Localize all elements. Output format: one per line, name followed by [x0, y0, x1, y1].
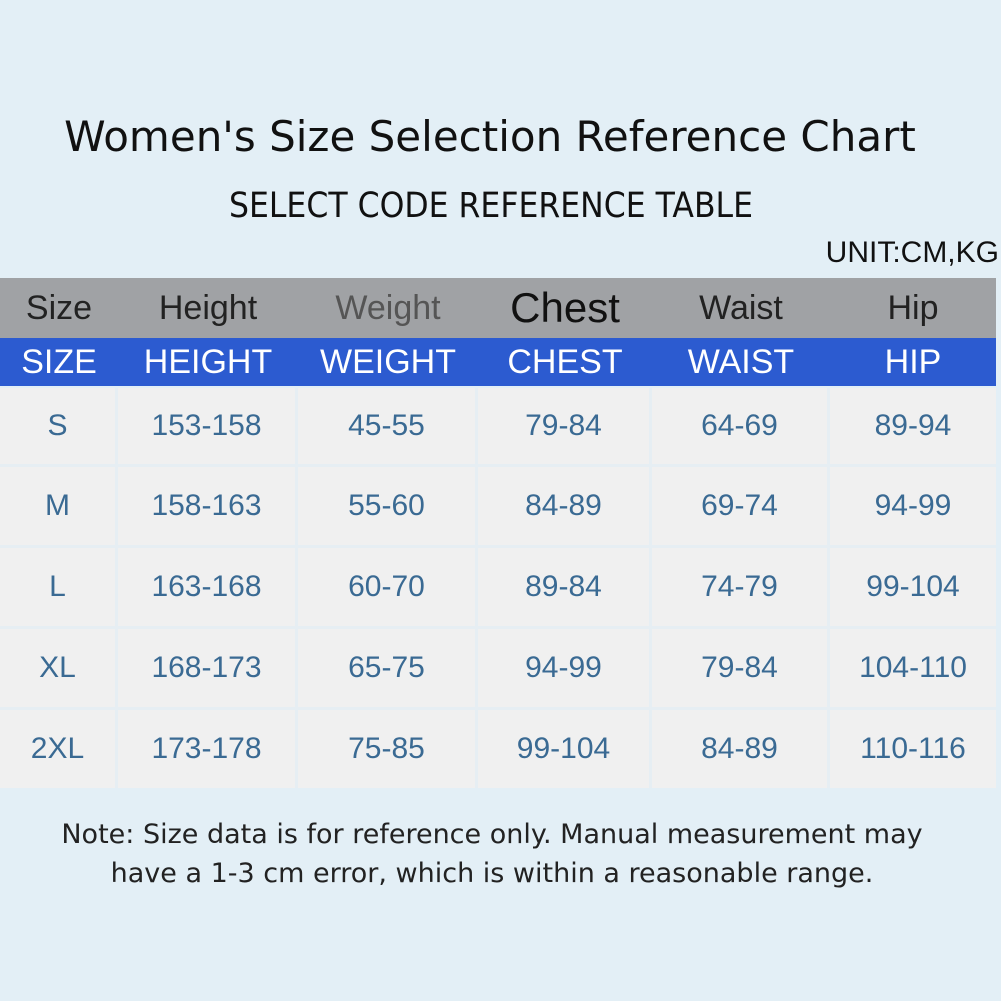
table-cell-hip: 99-104: [866, 570, 960, 603]
table-cell-chest: 94-99: [478, 629, 652, 707]
unit-label: UNIT:CM,KG: [825, 236, 999, 269]
header-caps-height: HEIGHT: [143, 342, 273, 381]
header-weight: Weight: [335, 288, 441, 327]
table-cell-chest: 79-84: [478, 388, 652, 464]
header-waist: Waist: [699, 288, 783, 327]
table-cell-height: 168-173: [118, 629, 298, 707]
table-cell-weight: 45-55: [298, 388, 478, 464]
header-height: Height: [158, 288, 258, 327]
header-chest: Chest: [510, 284, 620, 331]
header-caps-hip: HIP: [884, 342, 942, 381]
table-cell-weight: 55-60: [298, 467, 478, 545]
header-hip: Hip: [887, 288, 939, 327]
header-caps-chest: CHEST: [507, 342, 623, 381]
table-row: S 153-158 45-55 79-84 64-69 89-94: [0, 388, 996, 464]
table-cell-size: XL: [0, 629, 118, 707]
page-subtitle: SELECT CODE REFERENCE TABLE: [228, 186, 754, 226]
table-cell-waist: 64-69: [652, 388, 830, 464]
table-cell-waist: 69-74: [652, 467, 830, 545]
header-row-uppercase: SIZE HEIGHT WEIGHT CHEST WAIST HIP: [0, 338, 996, 386]
table-cell-weight: 65-75: [298, 629, 478, 707]
table-cell-size: L: [0, 548, 118, 626]
header-caps-weight: WEIGHT: [320, 342, 456, 381]
size-table: Size Height Weight Chest Waist Hip SIZE …: [0, 278, 996, 788]
table-cell-height: 173-178: [118, 710, 298, 788]
table-cell-waist: 74-79: [652, 548, 830, 626]
header-caps-size: SIZE: [21, 342, 97, 381]
table-cell-height: 153-158: [118, 388, 298, 464]
table-cell-height: 163-168: [118, 548, 298, 626]
table-cell-height: 158-163: [118, 467, 298, 545]
table-cell-chest: 84-89: [478, 467, 652, 545]
table-row: 2XL 173-178 75-85 99-104 84-89 110-116: [0, 707, 996, 788]
table-cell-weight: 75-85: [298, 710, 478, 788]
header-row-titlecase: Size Height Weight Chest Waist Hip: [0, 278, 996, 338]
table-cell-hip: 89-94: [874, 409, 952, 442]
table-row: M 158-163 55-60 84-89 69-74 94-99: [0, 464, 996, 545]
table-body: S 153-158 45-55 79-84 64-69 89-94 M 158-…: [0, 388, 996, 788]
table-cell-waist: 84-89: [652, 710, 830, 788]
header-caps-waist: WAIST: [687, 342, 795, 381]
table-cell-hip: 104-110: [859, 651, 967, 684]
table-cell-chest: 89-84: [478, 548, 652, 626]
table-cell-size: 2XL: [0, 710, 118, 788]
table-cell-hip: 94-99: [874, 489, 952, 522]
footnote-line-2: have a 1-3 cm error, which is within a r…: [110, 858, 874, 889]
footnote-line-1: Note: Size data is for reference only. M…: [61, 819, 923, 850]
table-cell-size: M: [0, 467, 118, 545]
table-cell-waist: 79-84: [652, 629, 830, 707]
table-cell-chest: 99-104: [478, 710, 652, 788]
header-size: Size: [25, 288, 93, 327]
table-row: L 163-168 60-70 89-84 74-79 99-104: [0, 545, 996, 626]
page-title: Women's Size Selection Reference Chart: [64, 112, 916, 161]
table-row: XL 168-173 65-75 94-99 79-84 104-110: [0, 626, 996, 707]
table-cell-hip: 110-116: [860, 732, 966, 765]
table-cell-size: S: [0, 388, 118, 464]
footnote: Note: Size data is for reference only. M…: [0, 815, 984, 893]
table-cell-weight: 60-70: [298, 548, 478, 626]
